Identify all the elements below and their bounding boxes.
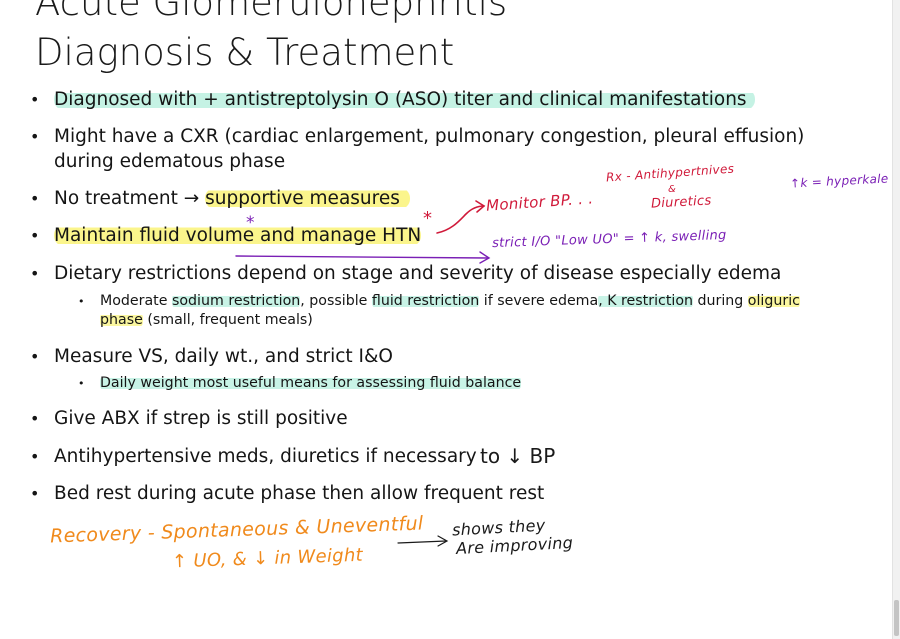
sub-text: Moderate [100, 293, 172, 309]
bullet-text: Antihypertensive meds, diuretics if nece… [54, 446, 477, 467]
bullet-text: Measure VS, daily wt., and strict I&O [54, 346, 393, 367]
highlight-k: , K restriction [598, 293, 693, 309]
highlight-oliguric: oliguric [747, 293, 800, 309]
bullet-dietary: • Dietary restrictions depend on stage a… [30, 262, 782, 286]
bullet-dot: • [78, 377, 85, 390]
bullet-measure-vs: • Measure VS, daily wt., and strict I&O [30, 345, 393, 369]
star-icon: * [423, 208, 433, 229]
bullet-text: Give ABX if strep is still positive [54, 408, 348, 429]
highlight-fluid: fluid restriction [371, 293, 480, 309]
bullet-aso-titer: • Diagnosed with + antistreptolysin O (A… [30, 88, 755, 112]
star-icon: * [246, 213, 255, 233]
title-line-1: Acute Glomerulonephritis [35, 0, 508, 24]
purple-arrowhead [479, 251, 491, 264]
bullet-dot: • [30, 347, 40, 366]
bullet-dot: • [30, 189, 40, 208]
bullet-text: Dietary restrictions depend on stage and… [54, 263, 782, 284]
sub-text: during [693, 293, 748, 309]
bullet-dot: • [30, 447, 40, 466]
note-rx-amp: & [668, 184, 677, 195]
sub-bullet-restrictions-continued: phase (small, frequent meals) [100, 311, 313, 330]
bullet-cxr: • Might have a CXR (cardiac enlargement,… [30, 125, 805, 149]
purple-underline-arrow [235, 255, 489, 259]
highlight-daily-weight: Daily weight most useful means for asses… [100, 375, 522, 391]
bullet-dot: • [30, 409, 40, 428]
vertical-scrollbar[interactable] [892, 0, 900, 639]
bullet-text: during edematous phase [54, 151, 286, 172]
black-right-arrow [397, 540, 447, 544]
black-arrowhead [437, 535, 449, 547]
highlight-sodium: sodium restriction [171, 293, 301, 309]
right-arrow-icon: → [183, 188, 200, 209]
sub-text: , possible [300, 293, 372, 309]
bullet-dot: • [30, 484, 40, 503]
bullet-bed-rest: • Bed rest during acute phase then allow… [30, 482, 545, 506]
sub-text: if severe edema [479, 293, 599, 309]
bullet-no-treatment: • No treatment → supportive measures [30, 187, 410, 211]
bullet-cxr-continued: during edematous phase [54, 150, 285, 174]
bullet-dot: • [30, 264, 40, 283]
bullet-dot: • [30, 90, 40, 109]
scrollbar-thumb[interactable] [894, 600, 899, 636]
slide-title: Acute Glomerulonephritis Diagnosis & Tre… [35, 0, 507, 78]
bullet-dot: • [30, 226, 40, 245]
highlight-supportive-measures: supportive measures [205, 188, 410, 209]
bullet-text: Diagnosed with + antistreptolysin O (ASO… [54, 89, 755, 110]
note-to-lower-bp: to ↓ BP [480, 444, 556, 468]
bullet-fluid-volume: • Maintain fluid volume and manage HTN [30, 224, 422, 248]
sub-text: (small, frequent meals) [142, 312, 313, 328]
bullet-abx: • Give ABX if strep is still positive [30, 407, 348, 431]
sub-bullet-restrictions: • Moderate sodium restriction, possible … [78, 292, 800, 311]
red-arrowhead [475, 200, 486, 213]
bullet-text: Bed rest during acute phase then allow f… [54, 483, 545, 504]
bullet-text: No treatment [54, 188, 178, 209]
highlight-phase: phase [100, 312, 143, 328]
red-curved-arrow [436, 205, 485, 234]
bullet-antihypertensive: • Antihypertensive meds, diuretics if ne… [30, 445, 477, 469]
bullet-dot: • [78, 295, 85, 308]
bullet-text: Might have a CXR (cardiac enlargement, p… [54, 126, 805, 147]
bullet-text: Maintain fluid volume and manage HTN [54, 225, 422, 246]
title-line-2: Diagnosis & Treatment [35, 31, 455, 74]
bullet-dot: • [30, 127, 40, 146]
sub-bullet-daily-weight: • Daily weight most useful means for ass… [78, 374, 522, 393]
